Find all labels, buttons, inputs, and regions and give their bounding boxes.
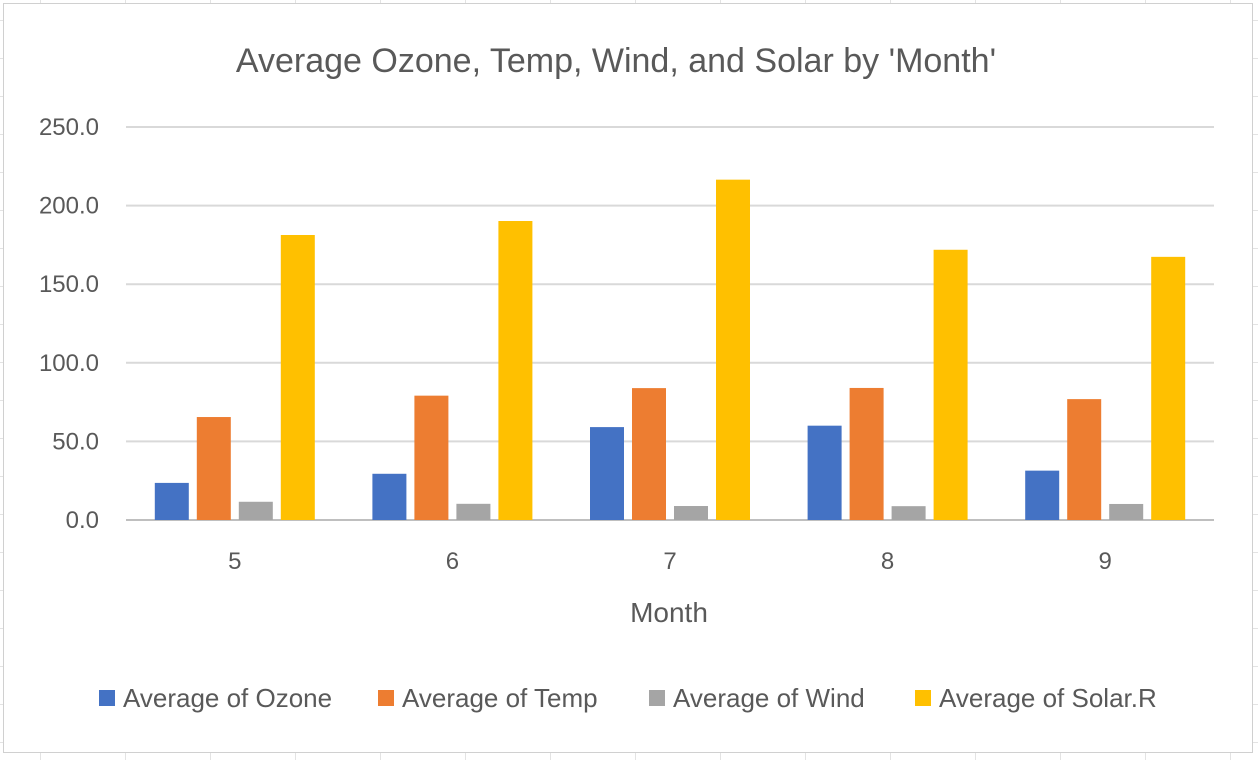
y-tick-label: 0.0 (66, 507, 99, 534)
chart-title: Average Ozone, Temp, Wind, and Solar by … (236, 42, 996, 80)
chart-container[interactable]: Average Ozone, Temp, Wind, and Solar by … (3, 3, 1253, 753)
bar-average-of-temp-month-7[interactable] (632, 388, 666, 520)
bar-average-of-temp-month-5[interactable] (197, 417, 231, 520)
bar-average-of-wind-month-9[interactable] (1109, 504, 1143, 520)
legend-label: Average of Solar.R (939, 683, 1157, 713)
bar-average-of-solar-r-month-9[interactable] (1151, 257, 1185, 520)
legend-swatch (915, 690, 931, 706)
bar-average-of-ozone-month-7[interactable] (590, 427, 624, 520)
bar-average-of-ozone-month-9[interactable] (1025, 471, 1059, 520)
legend-swatch (99, 690, 115, 706)
x-axis-title: Month (630, 597, 708, 628)
y-tick-label: 150.0 (39, 271, 99, 298)
legend-label: Average of Wind (673, 683, 865, 713)
x-tick-label: 7 (663, 548, 676, 575)
y-tick-label: 250.0 (39, 114, 99, 141)
y-tick-label: 50.0 (52, 428, 99, 455)
x-tick-label: 8 (881, 548, 894, 575)
bar-average-of-wind-month-7[interactable] (674, 506, 708, 520)
bar-average-of-wind-month-6[interactable] (456, 504, 490, 520)
x-axis-tick-labels: 5 6 7 8 9 (228, 548, 1112, 575)
legend: Average of Ozone Average of Temp Average o… (99, 683, 1157, 713)
bar-average-of-ozone-month-6[interactable] (372, 474, 406, 520)
legend-swatch (649, 690, 665, 706)
bar-average-of-temp-month-6[interactable] (414, 396, 448, 520)
legend-label: Average of Ozone (123, 683, 332, 713)
y-axis-tick-labels: 0.0 50.0 100.0 150.0 200.0 250.0 (39, 114, 99, 534)
bar-average-of-solar-r-month-8[interactable] (934, 250, 968, 520)
bar-average-of-ozone-month-8[interactable] (808, 426, 842, 520)
bar-average-of-solar-r-month-6[interactable] (498, 221, 532, 520)
y-tick-label: 200.0 (39, 193, 99, 220)
x-tick-label: 9 (1099, 548, 1112, 575)
y-tick-label: 100.0 (39, 350, 99, 377)
legend-label: Average of Temp (402, 683, 598, 713)
bar-average-of-temp-month-9[interactable] (1067, 399, 1101, 520)
bar-average-of-ozone-month-5[interactable] (155, 483, 189, 520)
bar-average-of-wind-month-8[interactable] (892, 506, 926, 520)
x-tick-label: 5 (228, 548, 241, 575)
bar-chart: Average Ozone, Temp, Wind, and Solar by … (4, 4, 1254, 754)
bar-average-of-wind-month-5[interactable] (239, 502, 273, 520)
bars (155, 180, 1185, 520)
bar-average-of-solar-r-month-7[interactable] (716, 180, 750, 520)
bar-average-of-solar-r-month-5[interactable] (281, 235, 315, 520)
legend-swatch (378, 690, 394, 706)
x-tick-label: 6 (446, 548, 459, 575)
bar-average-of-temp-month-8[interactable] (850, 388, 884, 520)
